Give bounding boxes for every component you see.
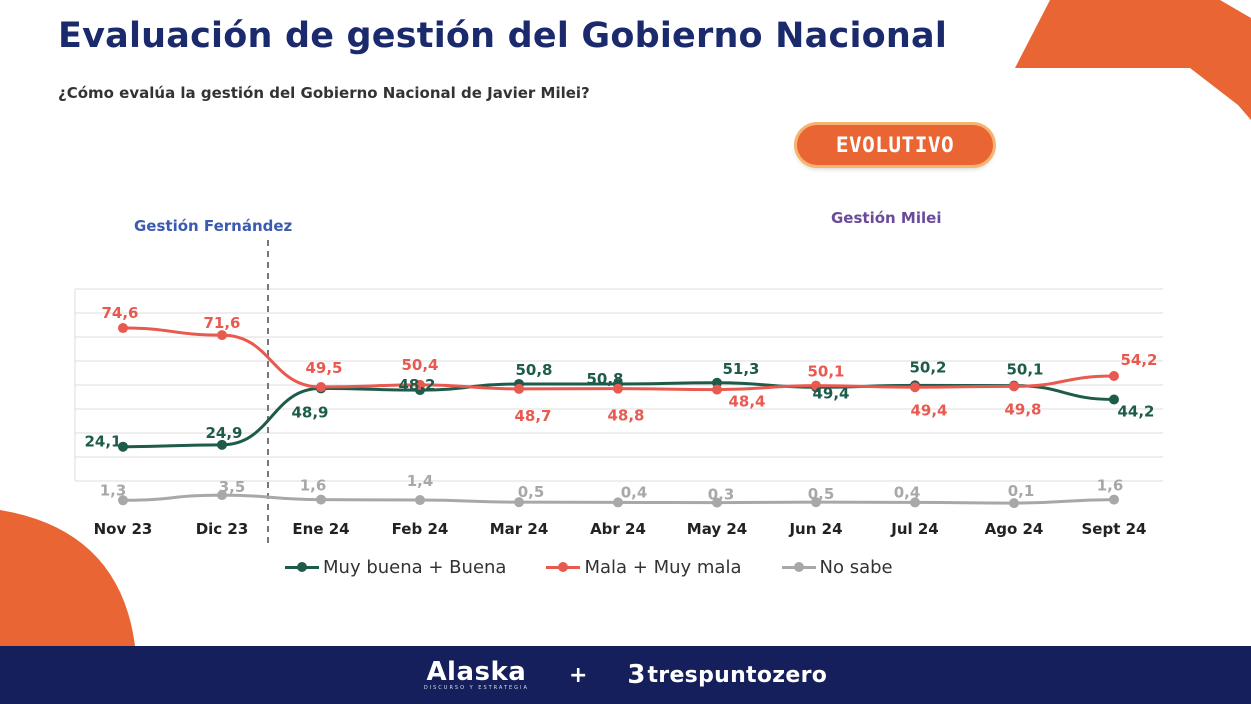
data-point-muy-buena	[217, 439, 227, 450]
data-point-mala	[613, 383, 623, 394]
legend-label-no-sabe: No sabe	[819, 556, 893, 578]
data-point-no-sabe	[613, 497, 623, 508]
decorative-orange-shape-bottom	[0, 510, 135, 646]
data-point-mala	[217, 330, 227, 341]
data-label-no-sabe: 3,5	[219, 478, 246, 496]
era-label-fernandez: Gestión Fernández	[134, 217, 293, 235]
data-labels: 24,1 24,9 48,9 48,2 50,8 50,8 51,3 49,4 50,2 50,1…	[84, 304, 1157, 504]
x-axis-label: Dic 23	[196, 520, 249, 538]
data-label-muy-buena: 24,9	[205, 424, 242, 442]
data-label-muy-buena: 49,4	[812, 384, 849, 402]
data-label-muy-buena: 50,8	[515, 361, 552, 379]
x-axis-label: Jul 24	[890, 520, 939, 538]
data-label-muy-buena: 48,2	[398, 376, 435, 394]
data-point-muy-buena	[118, 441, 128, 452]
x-axis-label: Ene 24	[292, 520, 349, 538]
data-point-mala	[316, 382, 326, 393]
trespuntozero-logo-text: trespuntozero	[647, 662, 828, 688]
trespuntozero-logo: 3 trespuntozero	[627, 660, 827, 690]
data-label-mala: 74,6	[101, 304, 138, 322]
data-point-no-sabe	[1009, 498, 1019, 509]
data-label-mala: 50,1	[807, 363, 844, 381]
alaska-logo-text: Alaska	[426, 657, 527, 687]
data-point-mala	[712, 384, 722, 395]
data-point-mala	[1109, 370, 1119, 381]
series-line-mala	[121, 326, 1116, 392]
plus-sign: +	[568, 662, 588, 688]
data-label-no-sabe: 0,4	[621, 483, 648, 501]
legend-swatch-no-sabe	[781, 561, 816, 573]
data-point-no-sabe	[811, 497, 821, 508]
alaska-logo: Alaska DISCURSO Y ESTRATEGIA	[424, 659, 529, 691]
data-label-no-sabe: 1,6	[1097, 477, 1124, 495]
series-points	[118, 323, 1119, 509]
legend-label-muy-buena: Muy buena + Buena	[323, 556, 507, 578]
legend-item-mala: Mala + Muy mala	[546, 556, 742, 578]
x-axis-label: Nov 23	[94, 520, 153, 538]
data-label-mala: 49,8	[1004, 400, 1041, 418]
x-axis-label: Ago 24	[985, 520, 1044, 538]
data-label-muy-buena: 50,1	[1006, 361, 1043, 379]
legend-item-no-sabe: No sabe	[781, 556, 893, 578]
data-label-no-sabe: 1,6	[300, 477, 327, 495]
data-label-muy-buena: 50,2	[909, 358, 946, 376]
data-label-no-sabe: 0,5	[808, 485, 835, 503]
legend-label-mala: Mala + Muy mala	[584, 556, 742, 578]
x-axis-label: Mar 24	[490, 520, 549, 538]
data-label-mala: 49,4	[910, 401, 947, 419]
data-point-no-sabe	[316, 494, 326, 505]
data-label-no-sabe: 1,4	[407, 472, 434, 490]
data-label-mala: 48,4	[728, 393, 765, 411]
data-point-mala	[1009, 381, 1019, 392]
x-axis-label: May 24	[687, 520, 747, 538]
legend-item-muy-buena: Muy buena + Buena	[285, 557, 506, 578]
data-point-no-sabe	[1109, 494, 1119, 505]
data-point-no-sabe	[514, 497, 524, 508]
data-point-mala	[811, 380, 821, 391]
x-axis-label: Jun 24	[788, 520, 842, 538]
data-label-muy-buena: 44,2	[1117, 402, 1154, 420]
x-axis-label: Sept 24	[1082, 520, 1147, 538]
evolutivo-badge: EVOLUTIVO	[797, 125, 993, 165]
data-point-mala	[118, 323, 128, 334]
data-label-mala: 54,2	[1120, 351, 1157, 369]
data-point-mala	[514, 383, 524, 394]
data-point-no-sabe	[712, 497, 722, 508]
legend-swatch-muy-buena	[285, 561, 319, 573]
data-label-mala: 50,4	[401, 356, 438, 374]
data-point-no-sabe	[118, 495, 128, 506]
footer-bar: Alaska DISCURSO Y ESTRATEGIA + 3 trespun…	[0, 646, 1251, 704]
data-label-no-sabe: 0,4	[894, 483, 921, 501]
data-label-no-sabe: 0,3	[708, 486, 735, 504]
data-point-no-sabe	[910, 497, 920, 508]
data-point-mala	[415, 379, 425, 390]
data-label-no-sabe: 0,5	[518, 483, 545, 501]
data-label-muy-buena: 51,3	[722, 360, 759, 378]
chart-legend: Muy buena + Buena Mala + Muy mala No sab…	[285, 552, 905, 582]
data-label-no-sabe: 0,1	[1008, 482, 1035, 500]
decorative-orange-shape-top	[1015, 0, 1251, 120]
legend-swatch-mala	[546, 561, 581, 573]
alaska-logo-subtext: DISCURSO Y ESTRATEGIA	[423, 685, 529, 691]
data-point-mala	[910, 382, 920, 393]
page-title: Evaluación de gestión del Gobierno Nacio…	[58, 16, 948, 56]
data-label-mala: 71,6	[203, 314, 240, 332]
x-axis-labels: Nov 23 Dic 23 Ene 24 Feb 24 Mar 24 Abr 24 May …	[94, 520, 1147, 538]
data-label-muy-buena: 24,1	[84, 433, 121, 451]
data-label-no-sabe: 1,3	[100, 481, 127, 499]
era-label-milei: Gestión Milei	[831, 209, 941, 227]
data-point-no-sabe	[217, 490, 227, 501]
data-label-mala: 48,7	[514, 407, 551, 425]
data-label-muy-buena: 50,8	[586, 370, 623, 388]
x-axis-label: Abr 24	[590, 520, 646, 538]
page-subtitle: ¿Cómo evalúa la gestión del Gobierno Nac…	[58, 84, 590, 102]
data-point-no-sabe	[415, 495, 425, 506]
data-label-mala: 49,5	[305, 359, 342, 377]
data-label-muy-buena: 48,9	[291, 403, 328, 421]
data-label-mala: 48,8	[607, 407, 644, 425]
trespuntozero-logo-mark: 3	[627, 660, 646, 690]
x-axis-label: Feb 24	[392, 520, 449, 538]
data-point-muy-buena	[1109, 394, 1119, 405]
